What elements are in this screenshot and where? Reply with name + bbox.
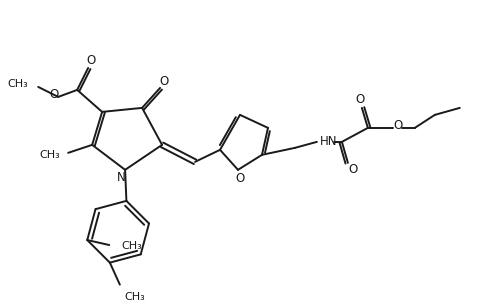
- Text: CH₃: CH₃: [121, 241, 142, 251]
- Text: O: O: [50, 88, 59, 102]
- Text: CH₃: CH₃: [7, 79, 28, 89]
- Text: HN: HN: [320, 135, 338, 148]
- Text: O: O: [159, 75, 169, 88]
- Text: O: O: [86, 55, 96, 68]
- Text: CH₃: CH₃: [40, 150, 60, 160]
- Text: O: O: [348, 163, 357, 176]
- Text: CH₃: CH₃: [125, 291, 145, 301]
- Text: O: O: [393, 119, 402, 132]
- Text: O: O: [355, 93, 365, 106]
- Text: O: O: [235, 172, 244, 185]
- Text: N: N: [117, 171, 126, 184]
